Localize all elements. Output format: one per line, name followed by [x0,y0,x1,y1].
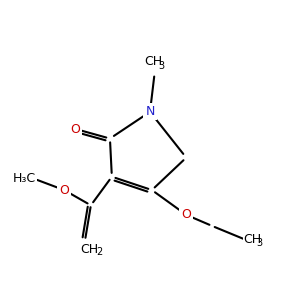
Text: 3: 3 [158,61,164,71]
Text: CH: CH [244,233,262,246]
Text: H: H [26,172,36,185]
Text: N: N [145,105,155,119]
Text: O: O [71,122,80,136]
Text: CH: CH [80,244,98,256]
Text: 2: 2 [96,247,103,257]
Text: O: O [59,184,69,196]
Text: CH: CH [144,55,162,68]
Text: H₃C: H₃C [12,172,36,185]
Text: O: O [181,208,191,221]
Text: 3: 3 [256,238,262,248]
